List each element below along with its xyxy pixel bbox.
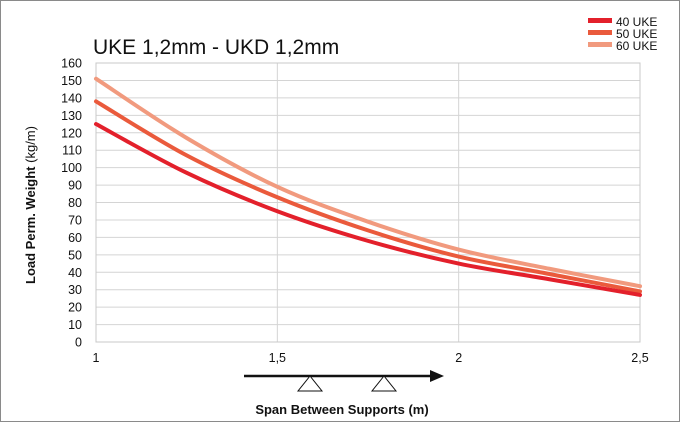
x-tick-label: 1 [93, 351, 100, 365]
y-tick-label: 60 [68, 231, 82, 245]
y-axis-label-unit: (kg/m) [23, 126, 38, 163]
y-tick-label: 160 [61, 57, 82, 71]
y-tick-label: 10 [68, 318, 82, 332]
legend-swatch [588, 30, 612, 35]
support-triangle-icon [296, 375, 324, 392]
y-tick-label: 20 [68, 301, 82, 315]
x-tick-label: 1,5 [269, 351, 286, 365]
x-tick-label: 2,5 [631, 351, 648, 365]
y-tick-label: 30 [68, 283, 82, 297]
y-axis-label: Load Perm. Weight (kg/m) [23, 126, 38, 284]
y-tick-label: 50 [68, 248, 82, 262]
y-tick-label: 80 [68, 196, 82, 210]
series-line-40-uke [94, 122, 642, 297]
x-axis-ticks: 1 1,5 2 2,5 [93, 351, 649, 365]
legend-label: 60 UKE [616, 39, 657, 53]
series-line-50-uke [94, 99, 642, 294]
y-tick-label: 90 [68, 179, 82, 193]
y-tick-label: 130 [61, 109, 82, 123]
y-axis-label-main: Load Perm. Weight [23, 166, 38, 284]
y-tick-label: 150 [61, 74, 82, 88]
legend-swatch [588, 42, 612, 47]
grid [95, 62, 641, 343]
x-tick-label: 2 [455, 351, 462, 365]
legend-label: 40 UKE [616, 15, 657, 29]
y-tick-label: 120 [61, 126, 82, 140]
x-axis-label: Span Between Supports (m) [255, 402, 428, 417]
y-tick-label: 110 [62, 144, 82, 158]
y-tick-label: 70 [68, 213, 82, 227]
support-triangle-icon [370, 375, 398, 392]
chart-title: UKE 1,2mm - UKD 1,2mm [93, 36, 339, 59]
span-arrow-head-icon [430, 370, 444, 382]
support-span-diagram [244, 370, 444, 392]
y-tick-label: 40 [68, 266, 82, 280]
y-tick-label: 0 [75, 336, 82, 350]
legend-swatch [588, 18, 612, 23]
y-tick-label: 100 [61, 161, 82, 175]
series-lines [94, 76, 642, 297]
y-axis-ticks: 0 10 20 30 40 50 60 70 80 90 100 110 120 130 140 150 160 [61, 57, 82, 350]
legend-label: 50 UKE [616, 27, 657, 41]
series-line-60-uke [94, 76, 642, 289]
plot-area-border [95, 62, 641, 343]
y-tick-label: 140 [61, 91, 82, 105]
